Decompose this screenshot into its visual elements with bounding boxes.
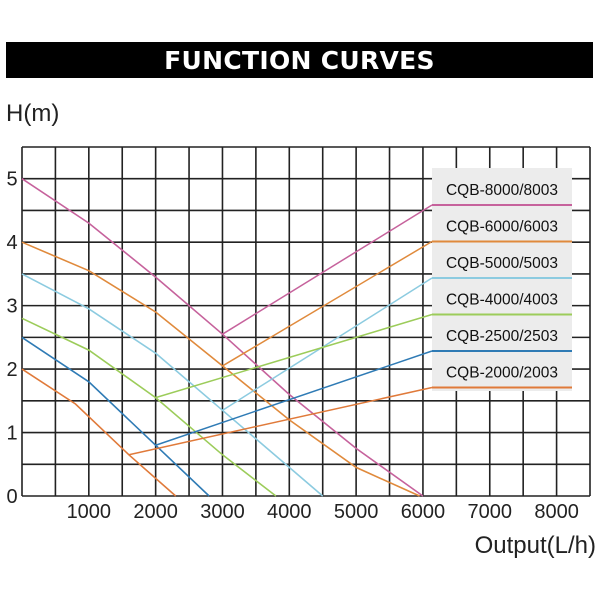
legend-connector <box>128 386 433 456</box>
axis-ticks: 1000 2000 3000 4000 5000 6000 7000 8000 0 1 2 3 4 5 <box>6 169 578 523</box>
y-tick-label: 0 <box>6 486 17 508</box>
y-tick-label: 1 <box>6 423 17 445</box>
legend-entry-label: CQB-6000/6003 <box>446 219 558 236</box>
x-tick-label: 8000 <box>534 501 579 523</box>
x-tick-label: 2000 <box>133 501 178 523</box>
y-tick-label: 3 <box>6 296 17 318</box>
legend-entry-label: CQB-2000/2003 <box>446 365 558 382</box>
legend-entry-label: CQB-5000/5003 <box>446 255 558 272</box>
legend-entry-label: CQB-4000/4003 <box>446 292 558 309</box>
x-tick-label: 7000 <box>468 501 513 523</box>
series-line <box>21 273 324 497</box>
chart-title-banner: FUNCTION CURVES <box>6 42 593 78</box>
x-axis-label: Output(L/h) <box>475 532 596 559</box>
y-tick-label: 5 <box>6 169 17 191</box>
legend-connector <box>155 350 433 446</box>
legend: CQB-8000/8003 CQB-6000/6003 CQB-5000/5003 C… <box>432 168 572 391</box>
x-tick-label: 4000 <box>267 501 312 523</box>
legend-entry-label: CQB-8000/8003 <box>446 182 558 199</box>
y-tick-label: 4 <box>6 232 17 254</box>
chart-title: FUNCTION CURVES <box>164 45 435 75</box>
x-tick-label: 3000 <box>200 501 245 523</box>
legend-connector <box>222 277 433 411</box>
y-tick-label: 2 <box>6 359 17 381</box>
legend-connector <box>222 204 433 335</box>
legend-entry-label: CQB-2500/2503 <box>446 328 558 345</box>
x-tick-label: 6000 <box>401 501 446 523</box>
y-axis-label: H(m) <box>6 100 59 127</box>
series-lines <box>21 178 433 497</box>
series-line <box>21 368 177 497</box>
x-tick-label: 1000 <box>67 501 112 523</box>
x-tick-label: 5000 <box>334 501 379 523</box>
series-line <box>21 336 210 497</box>
legend-panel <box>432 168 572 391</box>
series-line <box>21 317 277 497</box>
legend-connector <box>222 240 433 367</box>
legend-connector <box>155 313 433 399</box>
